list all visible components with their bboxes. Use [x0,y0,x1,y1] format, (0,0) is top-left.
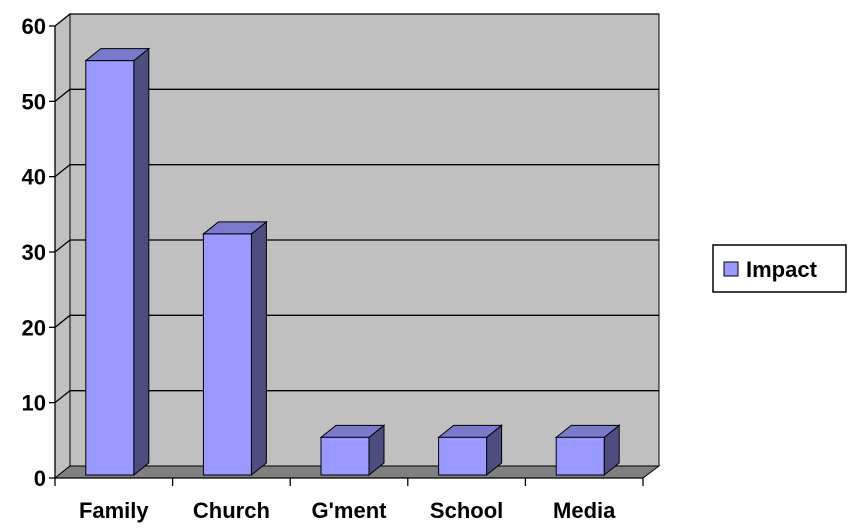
y-tick-label: 20 [22,315,46,340]
bar-front [85,60,135,476]
bar-media [554,424,621,477]
y-tick-label: 50 [22,89,46,114]
bar-family [84,47,151,477]
gridlines [54,13,659,404]
gridline [54,314,659,328]
axes [49,25,644,486]
y-tick-label: 0 [34,466,46,491]
gridline [54,390,659,404]
y-axis-tick-labels: 0 10 20 30 40 50 60 [22,14,46,491]
y-tick-label: 30 [22,240,46,265]
x-category-label: Media [553,498,616,523]
gridline [54,164,659,178]
legend-label-impact: Impact [746,257,818,282]
x-category-label: G'ment [312,498,388,523]
gridline [54,13,659,27]
y-tick-label: 40 [22,165,46,190]
gridline [54,239,659,253]
gridline [54,88,659,102]
x-category-label: Family [79,498,149,523]
bar-side [250,220,267,477]
bar-school [437,424,504,477]
legend-swatch [723,261,739,277]
bar-front [438,436,488,476]
y-tick-label: 60 [22,14,46,39]
bar-church [201,220,268,477]
bar-side [133,47,150,477]
x-category-label: Church [193,498,270,523]
bar-front [320,436,370,476]
x-category-label: School [430,498,503,523]
legend: Impact [712,244,847,293]
bar-front [555,436,605,476]
bars [84,47,621,477]
bar-front [202,233,252,476]
x-axis-category-labels: Family Church G'ment School Media [79,498,616,523]
bar-gment [319,424,386,477]
y-tick-label: 10 [22,391,46,416]
